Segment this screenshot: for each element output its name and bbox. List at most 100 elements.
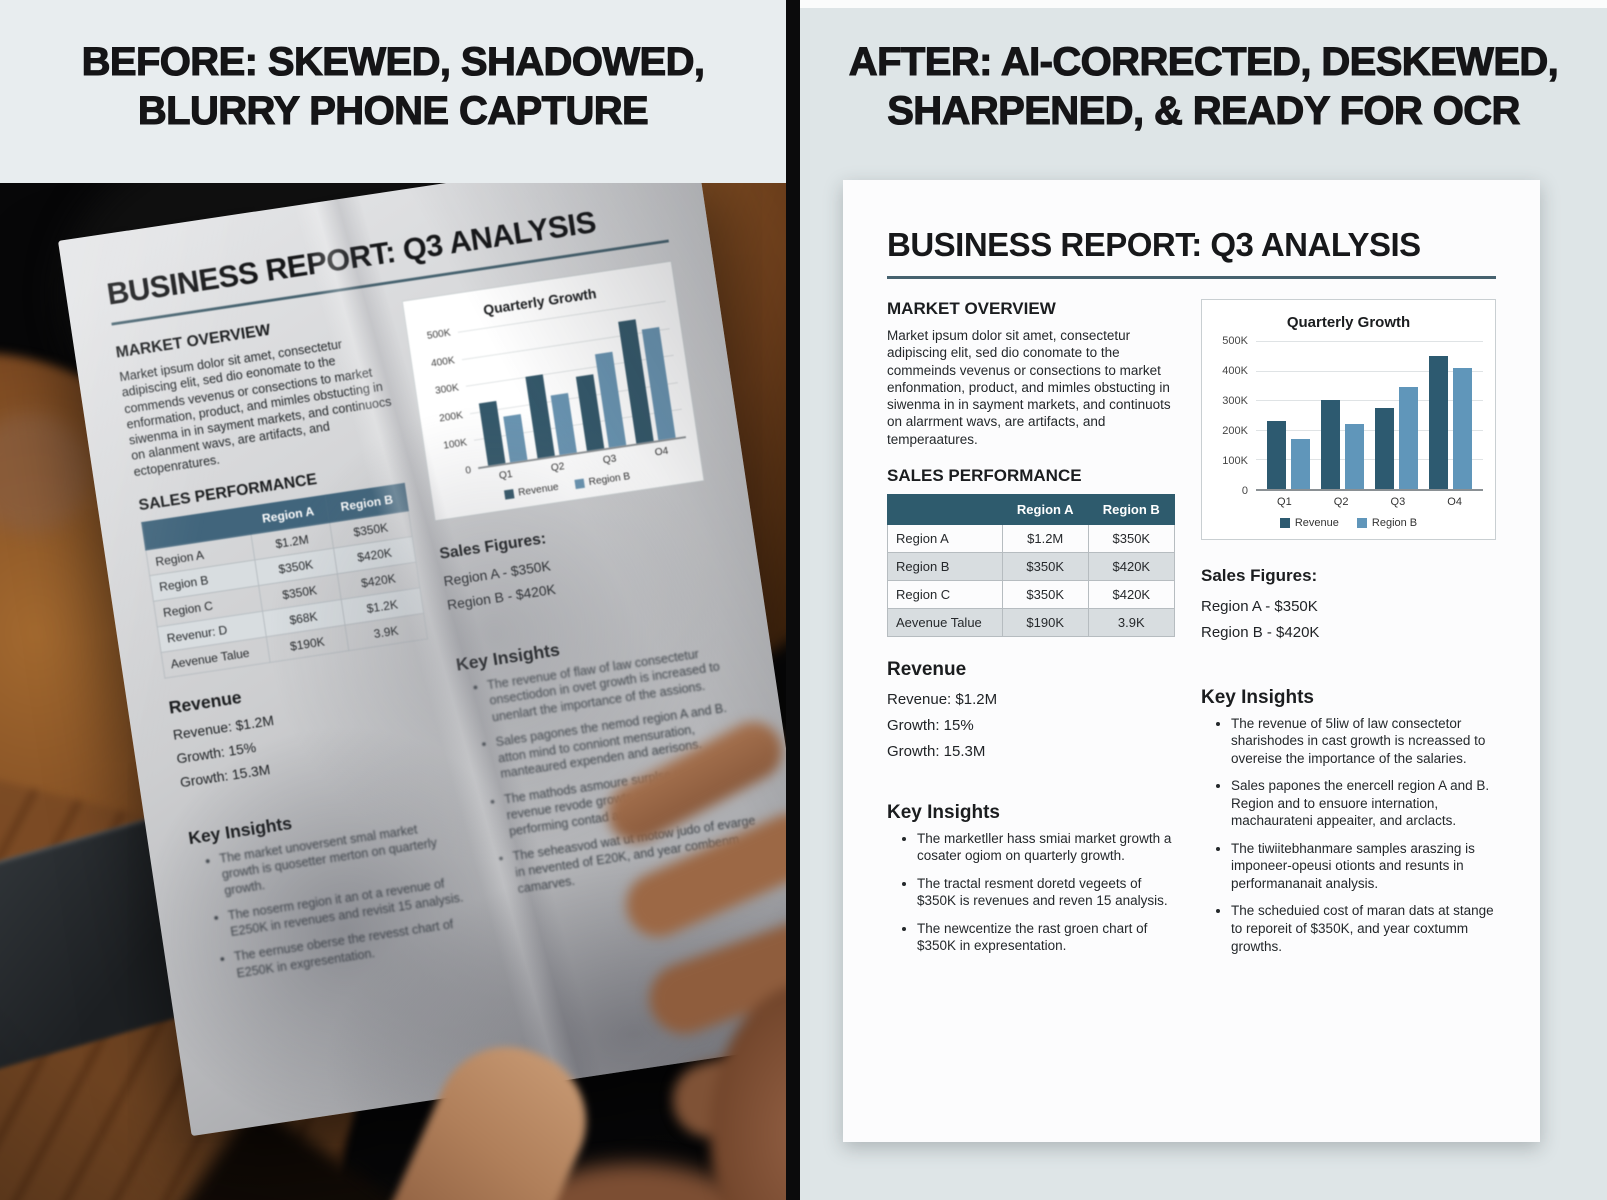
bullet-item: Sales papones the enercell region A and … — [1231, 777, 1496, 830]
quarterly-growth-chart-after: Quarterly Growth 500K 400K 300K 200K 100K 0 Q1 Q… — [1201, 299, 1496, 540]
column-header: Region B — [1087, 493, 1176, 525]
legend-label: Revenue — [517, 481, 560, 499]
bar-group — [616, 302, 676, 444]
title-underline — [887, 276, 1496, 279]
table-cell: $350K — [1001, 579, 1089, 609]
bar-groups — [1256, 341, 1483, 489]
bar-groups — [458, 301, 686, 467]
table-cell: Region A — [887, 523, 1003, 553]
column-header: Region A — [1001, 493, 1089, 525]
y-tick-label: 200K — [438, 409, 464, 425]
chart-legend: Revenue Region B — [1214, 517, 1483, 529]
gridline — [1256, 459, 1483, 461]
gridline — [1256, 370, 1483, 372]
panel-after: AFTER: AI-CORRECTED, DESKEWED, SHARPENED… — [800, 0, 1607, 1200]
bullet-item: The newcentize the rast groen chart of $… — [917, 920, 1175, 955]
table-cell: $420K — [1087, 579, 1176, 609]
gridline — [1256, 429, 1483, 431]
market-overview-text: Market ipsum dolor sit amet, consectetur… — [887, 328, 1171, 447]
table-cell: Region B — [887, 551, 1003, 581]
table-row: Region B $350K $420K — [887, 551, 1176, 581]
legend-swatch — [503, 489, 515, 500]
key-insights-right-heading: Key Insights — [1201, 686, 1314, 708]
bar-revenue — [1321, 400, 1341, 489]
revenue-lines: Revenue: $1.2M Growth: 15% Growth: 15.3M — [887, 687, 1175, 766]
y-tick-label: 0 — [464, 464, 472, 477]
legend-swatch — [1356, 518, 1367, 528]
bar-group — [1374, 341, 1418, 489]
legend-label: Region B — [587, 470, 631, 488]
x-tick-label: O4 — [1447, 496, 1462, 508]
panel-before: BEFORE: SKEWED, SHADOWED, BLURRY PHONE C… — [0, 0, 786, 1200]
bar-group — [567, 310, 627, 451]
column-header — [887, 493, 1003, 525]
key-insights-right-list: The revenue of 5liw of law consectetor s… — [1201, 715, 1496, 956]
after-heading-line1: AFTER: AI-CORRECTED, DESKEWED, — [848, 39, 1559, 84]
bar-region-b — [550, 392, 577, 456]
after-heading: AFTER: AI-CORRECTED, DESKEWED, SHARPENED… — [800, 38, 1607, 136]
bar-group — [468, 324, 528, 466]
table-header-row: Region A Region B — [887, 493, 1176, 525]
legend-swatch — [1279, 518, 1290, 528]
bar-revenue — [1267, 420, 1287, 489]
y-tick-label: 300K — [434, 382, 460, 397]
bar-group — [1267, 341, 1311, 489]
x-tick-label: Q2 — [1333, 496, 1349, 508]
text-line: Revenue: $1.2M — [887, 690, 998, 708]
table-cell: Aevenue Talue — [887, 607, 1003, 637]
x-tick-label: Q3 — [1390, 496, 1406, 508]
bar-region-b — [1398, 386, 1418, 489]
bullet-item: The scheduied cost of maran dats at stan… — [1231, 902, 1496, 955]
table-row: Aevenue Talue $190K 3.9K — [887, 607, 1176, 637]
bar-revenue — [479, 400, 506, 466]
gridline — [1256, 341, 1483, 342]
gridline — [1256, 400, 1483, 402]
before-heading-line1: BEFORE: SKEWED, SHADOWED, — [81, 39, 705, 84]
y-tick-label: 300K — [1222, 395, 1248, 407]
table-cell: 3.9K — [1087, 607, 1176, 637]
sales-figures-heading: Sales Figures: — [1201, 566, 1318, 585]
table-row: Region A $1.2M $350K — [887, 523, 1176, 553]
bar-revenue — [1428, 355, 1448, 489]
table-row: Region C $350K $420K — [887, 579, 1176, 609]
table-cell: Region C — [887, 579, 1003, 609]
x-tick-label: Q3 — [602, 453, 618, 467]
y-tick-label: 500K — [426, 327, 452, 342]
x-tick-label: Q2 — [550, 460, 566, 474]
sales-performance-table: Region A Region B Region A $1.2M $350K Region… — [887, 493, 1176, 637]
bullet-item: The tiwiitebhanmare samples araszing is … — [1231, 840, 1496, 893]
bar-revenue — [1374, 407, 1394, 489]
x-tick-label: O4 — [654, 445, 670, 459]
y-tick-label: 500K — [1222, 335, 1248, 347]
text-line: Growth: 15% — [887, 717, 974, 735]
legend-item: Region B — [574, 471, 631, 490]
revenue-heading: Revenue — [887, 658, 967, 680]
chart-title: Quarterly Growth — [1286, 314, 1411, 331]
bar-group — [1321, 341, 1365, 489]
bar-region-b — [1291, 438, 1311, 489]
chart-body: 500K 400K 300K 200K 100K 0 — [1214, 335, 1483, 497]
before-photo: BUSINESS REPORT: Q3 ANALYSIS MARKET OVER… — [0, 183, 786, 1200]
bar-group — [1428, 341, 1472, 489]
text-line: Region B - $420K — [1201, 624, 1320, 642]
table-header: Region A Region B — [887, 493, 1176, 525]
legend-item: Region B — [1356, 517, 1417, 529]
document-card: BUSINESS REPORT: Q3 ANALYSIS MARKET OVER… — [843, 180, 1540, 1142]
bullet-item: The marketller hass smiai market growth … — [917, 830, 1175, 865]
x-tick-label: Q1 — [1277, 496, 1292, 508]
bar-region-b — [1345, 423, 1365, 489]
chart-y-axis: 500K 400K 300K 200K 100K 0 — [1214, 335, 1256, 497]
doc-title: BUSINESS REPORT: Q3 ANALYSIS — [887, 226, 1421, 263]
chart-x-labels: Q1 Q2 Q3 O4 — [1256, 491, 1483, 508]
sales-figures-lines: Region A - $350K Region B - $420K — [1201, 594, 1496, 647]
key-insights-left-list: The marketller hass smiai market growth … — [887, 830, 1175, 955]
after-document: BUSINESS REPORT: Q3 ANALYSIS MARKET OVER… — [843, 180, 1540, 1142]
market-overview-heading: MARKET OVERVIEW — [887, 299, 1056, 318]
table-cell: $350K — [1087, 523, 1176, 553]
panel-divider — [786, 0, 800, 1200]
legend-swatch — [574, 478, 585, 490]
legend-item: Revenue — [1279, 517, 1339, 529]
before-heading-line2: BLURRY PHONE CAPTURE — [137, 88, 649, 133]
legend-item: Revenue — [503, 481, 560, 501]
y-tick-label: 0 — [1241, 485, 1248, 497]
